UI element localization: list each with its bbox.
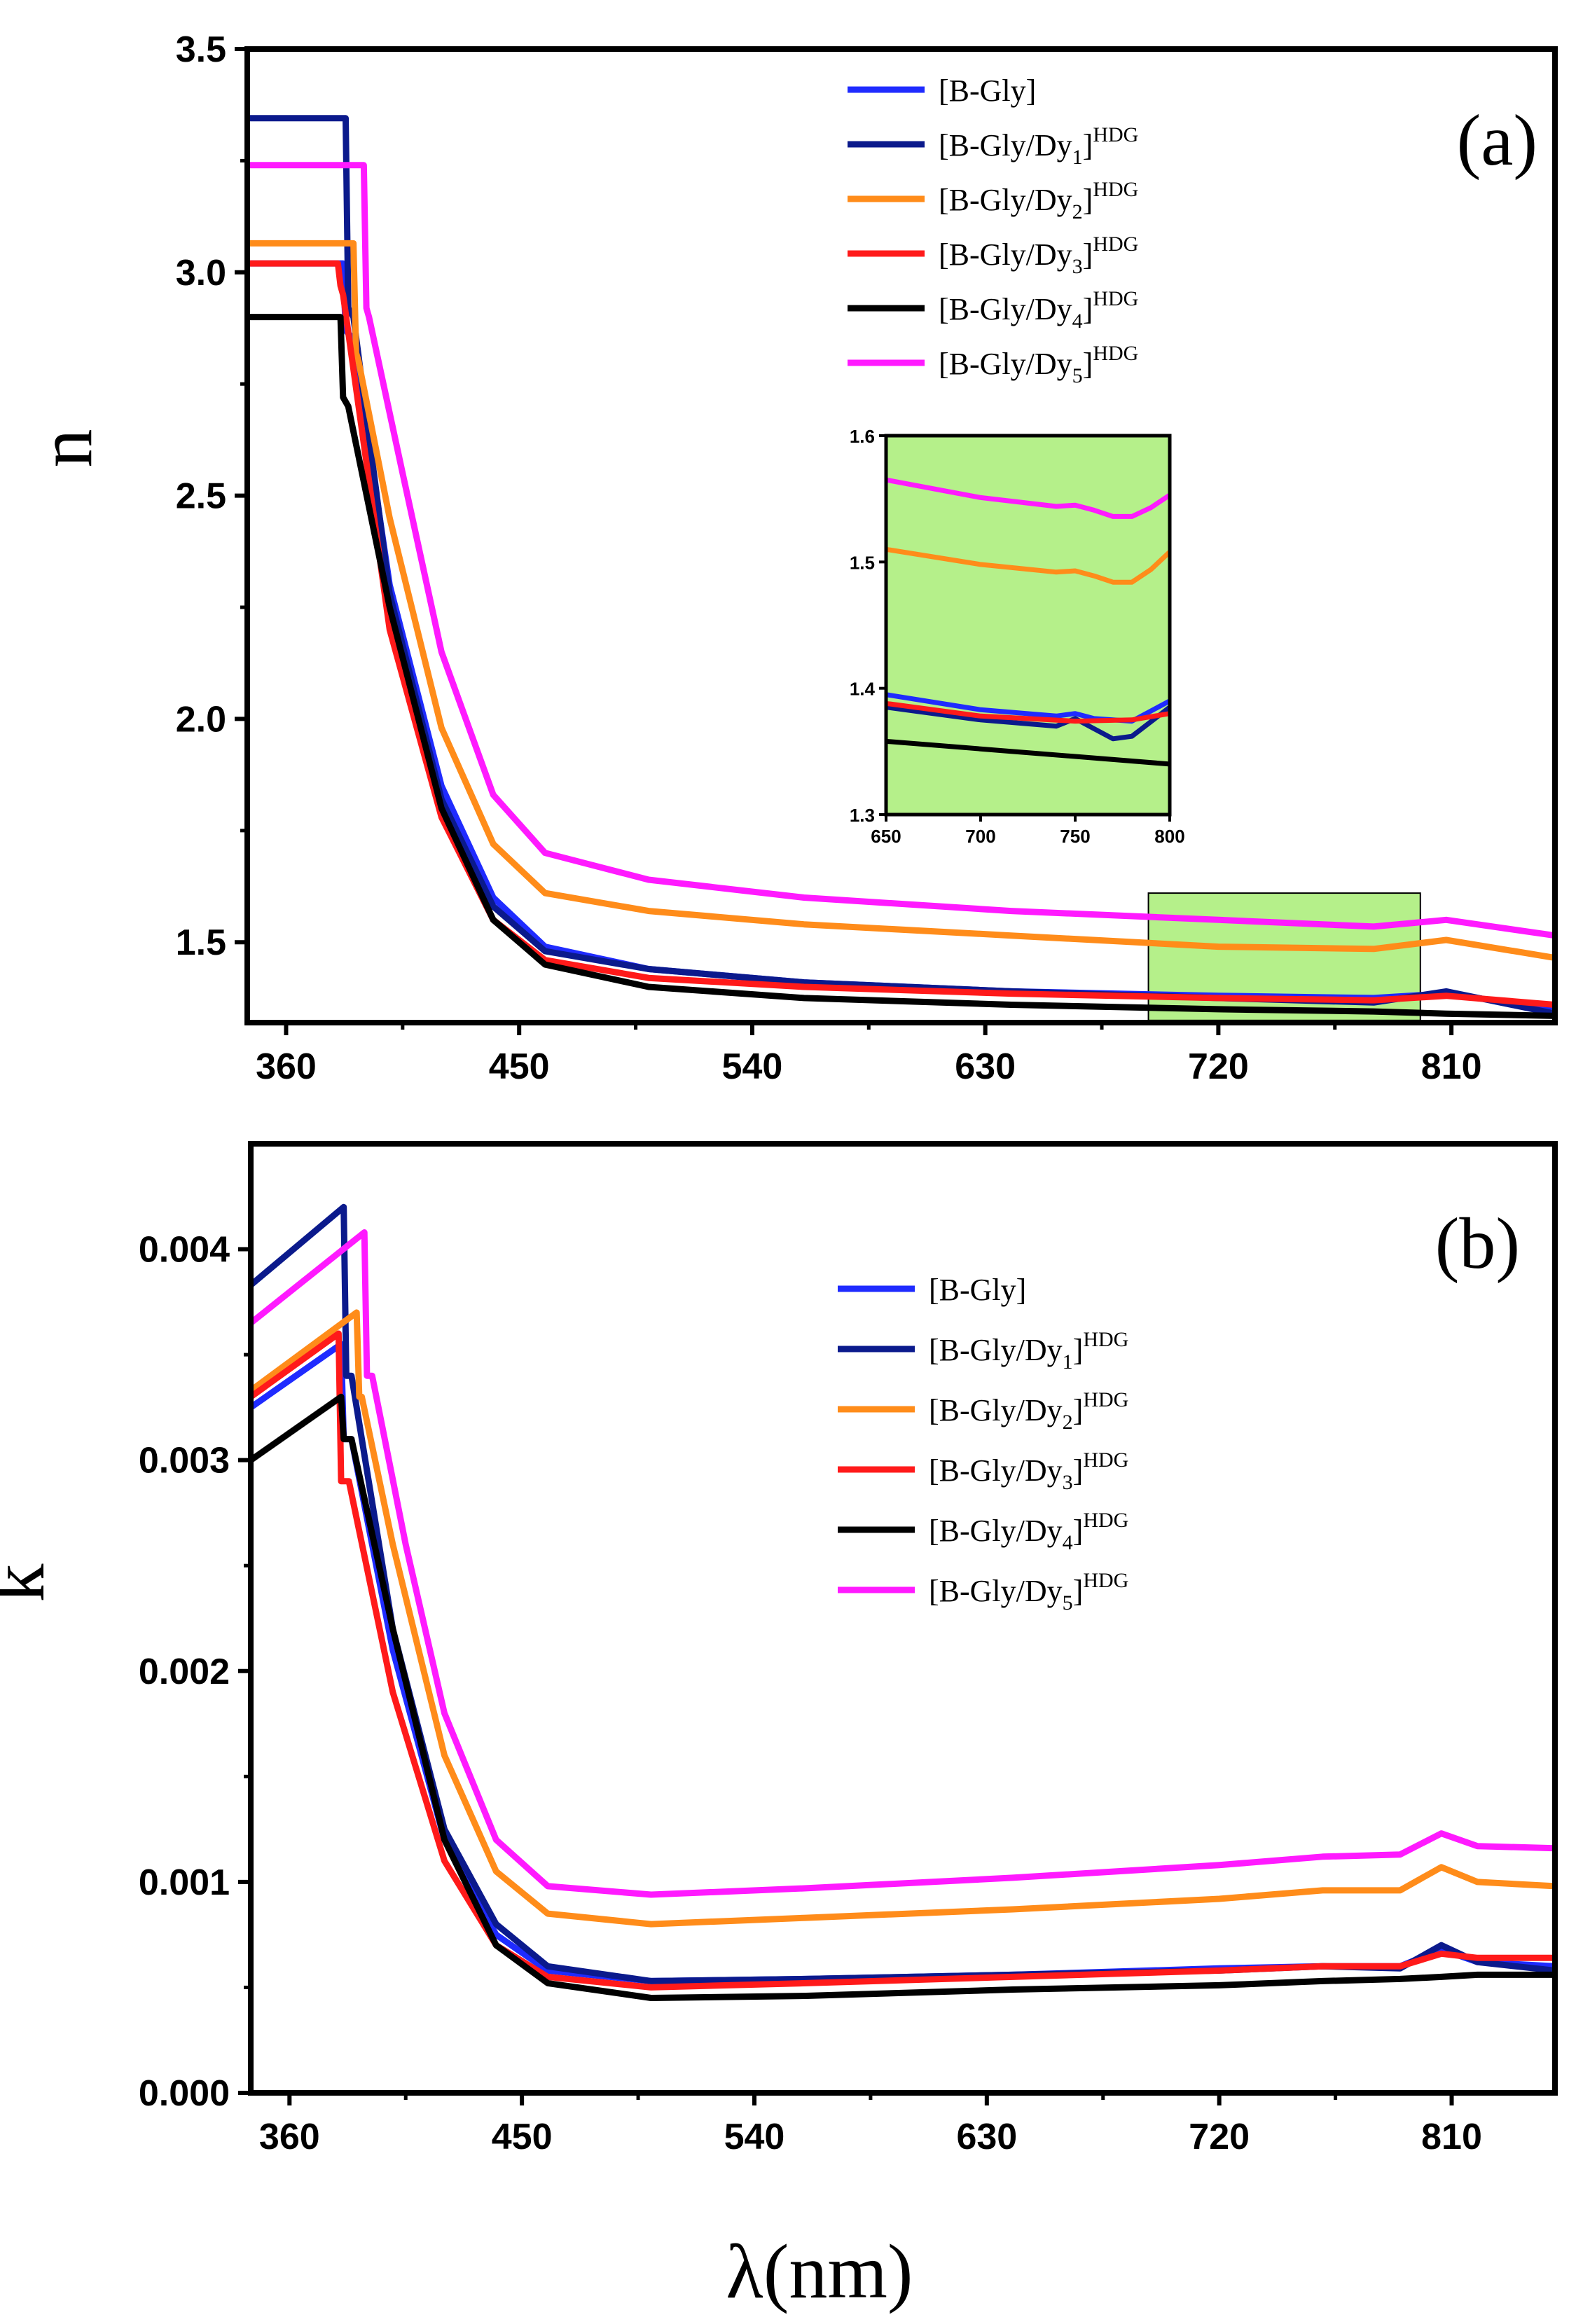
y-tick-label: 0.004 — [139, 1230, 230, 1271]
inset-y-tick-label: 1.4 — [850, 679, 876, 700]
legend-entry: [B-Gly/Dy1]HDG — [929, 1328, 1128, 1374]
inset-x-tick-label: 700 — [965, 826, 995, 847]
y-tick-label: 1.5 — [176, 922, 226, 963]
series-line-4 — [251, 1330, 1555, 1991]
x-tick-label: 810 — [1421, 2117, 1482, 2157]
series-line-5 — [247, 314, 1555, 1019]
legend-entry: [B-Gly/Dy3]HDG — [939, 233, 1138, 278]
y-axis-title: n — [22, 429, 108, 468]
x-axis-title: λ(nm) — [726, 2229, 913, 2314]
x-tick-label: 360 — [259, 2117, 320, 2157]
series-group — [247, 115, 1555, 1019]
legend-entry: [B-Gly/Dy4]HDG — [929, 1509, 1128, 1554]
x-tick-label: 360 — [256, 1046, 317, 1087]
inset-y-tick-label: 1.6 — [850, 426, 875, 447]
series-line-5 — [251, 1393, 1555, 2001]
inset-frame — [884, 434, 1172, 817]
x-tick-label: 630 — [955, 1046, 1016, 1087]
panel-label: (b) — [1435, 1203, 1520, 1284]
inset-y-tick-label: 1.3 — [850, 805, 875, 826]
y-tick-label: 0.000 — [139, 2073, 230, 2114]
legend-entry: [B-Gly/Dy2]HDG — [929, 1388, 1128, 1434]
series-line-4 — [247, 260, 1555, 1008]
inset-x-tick-label: 800 — [1154, 826, 1184, 847]
inset-series-line-2 — [886, 705, 1170, 742]
legend-entry: [B-Gly/Dy3]HDG — [929, 1448, 1128, 1494]
inset-chart: 650 700 750 800 1.3 1.4 1.5 1.6 — [850, 426, 1185, 847]
inset-series-line-3 — [886, 700, 1170, 724]
y-axis-title: k — [0, 1564, 60, 1603]
x-tick-label: 540 — [722, 1046, 783, 1087]
y-tick-label: 2.5 — [176, 476, 226, 517]
x-tick-label: 450 — [489, 1046, 550, 1087]
inset-series-line-4 — [886, 738, 1170, 767]
legend-entry: [B-Gly/Dy1]HDG — [939, 123, 1138, 169]
legend-entry: [B-Gly/Dy4]HDG — [939, 287, 1138, 333]
legend: [B-Gly] [B-Gly/Dy1]HDG [B-Gly/Dy2]HDG [B-Gl… — [848, 74, 1138, 387]
panel-label: (a) — [1457, 100, 1537, 181]
series-group — [251, 1203, 1555, 2001]
x-tick-label: 540 — [724, 2117, 785, 2157]
inset-x-tick-label: 750 — [1060, 826, 1090, 847]
inset-background — [886, 436, 1170, 815]
legend-entry: [B-Gly] — [939, 74, 1036, 108]
inset-x-tick-label: 650 — [871, 826, 901, 847]
legend: [B-Gly] [B-Gly/Dy1]HDG [B-Gly/Dy2]HDG [B-Gl… — [838, 1273, 1128, 1614]
y-tick-label: 0.002 — [139, 1652, 230, 1692]
x-tick-label: 810 — [1421, 1046, 1482, 1087]
panel-a-n-chart: 360 450 540 630 720 810 1.5 2.0 2.5 3.0 3.5 n (a) [B-… — [22, 29, 1558, 1087]
inset-y-tick-label: 1.5 — [850, 552, 875, 573]
x-tick-label: 630 — [956, 2117, 1017, 2157]
plot-frame — [244, 46, 1558, 1025]
x-tick-label: 720 — [1188, 1046, 1249, 1087]
inset-series-line-5 — [886, 546, 1170, 585]
legend-entry: [B-Gly] — [929, 1273, 1026, 1307]
series-line-6 — [251, 1229, 1555, 1898]
y-tick-label: 3.5 — [176, 29, 226, 70]
y-tick-label: 3.0 — [176, 253, 226, 293]
plot-frame — [248, 1141, 1558, 2096]
y-tick-label: 0.003 — [139, 1441, 230, 1481]
legend-entry: [B-Gly/Dy5]HDG — [939, 342, 1138, 387]
series-line-3 — [251, 1309, 1555, 1928]
x-tick-label: 450 — [492, 2117, 553, 2157]
inset-series-group — [886, 477, 1170, 767]
inset-series-line-6 — [886, 477, 1170, 519]
x-tick-label: 720 — [1189, 2117, 1250, 2157]
series-line-3 — [247, 240, 1555, 961]
panel-b-k-chart: 360 450 540 630 720 810 0.000 0.001 0.002 0.003 0.… — [0, 1141, 1558, 2157]
y-tick-label: 2.0 — [176, 699, 226, 740]
series-line-6 — [247, 162, 1555, 939]
legend-entry: [B-Gly/Dy2]HDG — [939, 178, 1138, 223]
y-tick-label: 0.001 — [139, 1862, 230, 1903]
legend-entry: [B-Gly/Dy5]HDG — [929, 1569, 1128, 1614]
